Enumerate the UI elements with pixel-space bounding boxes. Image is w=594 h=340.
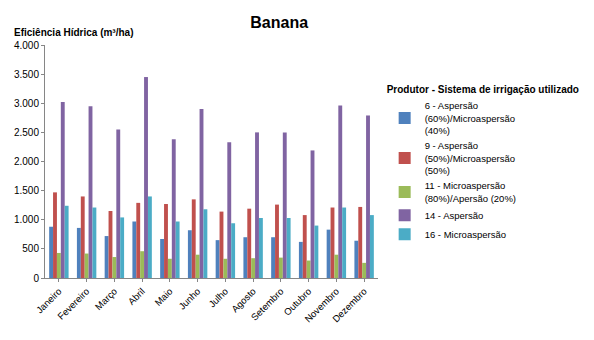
svg-text:16 - Microaspersão: 16 - Microaspersão [425, 229, 506, 240]
svg-text:Banana: Banana [250, 14, 308, 31]
svg-text:Julho: Julho [206, 286, 230, 310]
svg-text:Novembro: Novembro [302, 286, 341, 325]
svg-text:Produtor - Sistema de irrigaçã: Produtor - Sistema de irrigação utilizad… [387, 84, 579, 95]
svg-text:4.000: 4.000 [14, 40, 39, 51]
svg-text:Junho: Junho [176, 286, 202, 312]
svg-text:9 - Aspersão(50%)/Microaspersã: 9 - Aspersão(50%)/Microaspersão(50%) [425, 140, 515, 176]
svg-text:1.000: 1.000 [14, 214, 39, 225]
svg-text:11 - Microaspersão(80%)/Apersã: 11 - Microaspersão(80%)/Apersão (20%) [425, 180, 516, 203]
svg-text:Setembro: Setembro [249, 286, 286, 323]
svg-text:500: 500 [22, 243, 39, 254]
svg-text:2.500: 2.500 [14, 127, 39, 138]
svg-text:Abril: Abril [126, 286, 147, 307]
svg-text:3.000: 3.000 [14, 98, 39, 109]
svg-text:3.500: 3.500 [14, 69, 39, 80]
svg-text:Março: Março [93, 286, 119, 312]
svg-text:Agosto: Agosto [229, 286, 258, 315]
svg-text:Janeiro: Janeiro [34, 286, 64, 316]
svg-text:Fevereiro: Fevereiro [55, 286, 91, 322]
svg-text:0: 0 [33, 273, 39, 284]
svg-text:Eficiência Hídrica (m³/ha): Eficiência Hídrica (m³/ha) [14, 27, 133, 38]
svg-text:6 - Aspersão(60%)/Microaspersã: 6 - Aspersão(60%)/Microaspersão(40%) [425, 100, 515, 136]
svg-text:2.000: 2.000 [14, 156, 39, 167]
svg-text:Outubro: Outubro [281, 286, 313, 318]
svg-text:Dezembro: Dezembro [330, 286, 369, 325]
svg-text:1.500: 1.500 [14, 185, 39, 196]
svg-text:14 - Aspersão: 14 - Aspersão [425, 210, 484, 221]
svg-text:Maio: Maio [152, 286, 174, 308]
